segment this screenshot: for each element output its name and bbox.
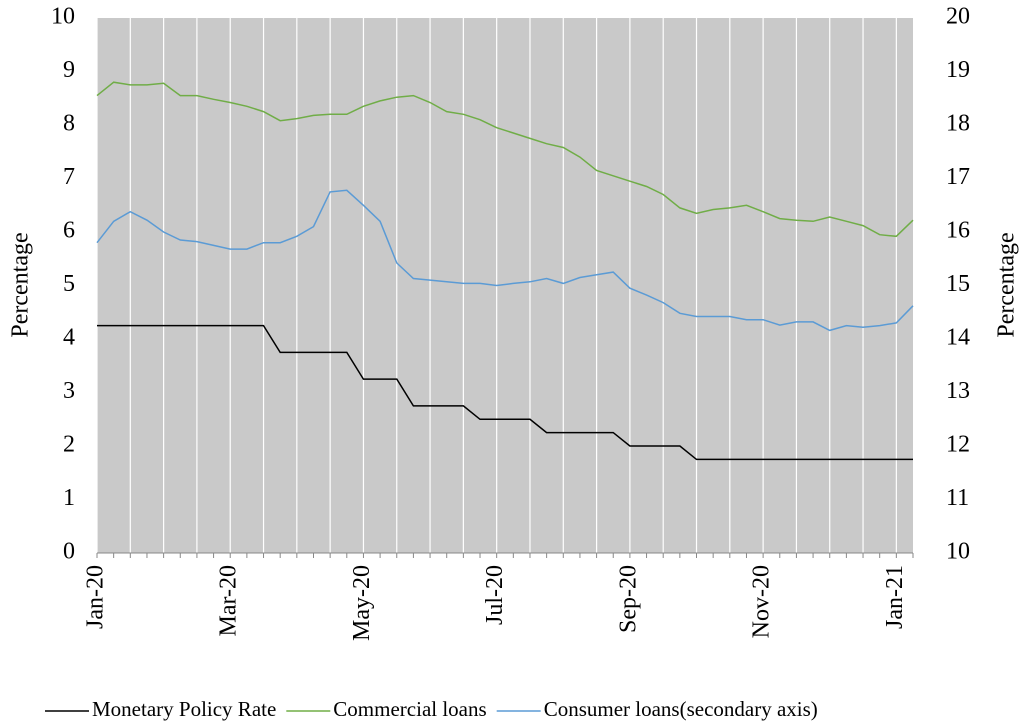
x-tick-label: May-20	[349, 565, 375, 641]
y2-tick-label: 18	[946, 111, 970, 137]
y-axis-title: Percentage	[8, 232, 34, 337]
y2-tick-label: 14	[946, 325, 970, 351]
y2-tick-label: 11	[946, 485, 969, 511]
plot-area	[97, 18, 913, 553]
y-tick-label: 7	[63, 164, 75, 190]
series-line	[97, 324, 913, 461]
x-tick-label: Sep-20	[615, 565, 641, 633]
x-tick-label: Jan-20	[83, 565, 109, 629]
x-tick-label: Jan-21	[882, 565, 908, 629]
y-tick-label: 10	[51, 4, 75, 30]
y-tick-label: 4	[63, 325, 75, 351]
y2-tick-label: 17	[946, 164, 970, 190]
y2-tick-label: 16	[946, 218, 970, 244]
y-tick-label: 5	[63, 271, 75, 297]
legend-label: Commercial loans	[333, 697, 486, 721]
y-tick-label: 3	[63, 378, 75, 404]
y2-tick-label: 13	[946, 378, 970, 404]
y2-tick-label: 19	[946, 57, 970, 83]
y-tick-label: 2	[63, 432, 75, 458]
y-tick-label: 1	[63, 485, 75, 511]
series-line	[96, 81, 914, 238]
y2-axis-title: Percentage	[994, 232, 1020, 337]
x-tick-label: Jul-20	[482, 565, 508, 625]
y2-tick-label: 15	[946, 271, 970, 297]
legend-label: Monetary Policy Rate	[92, 697, 276, 721]
legend: Monetary Policy Rate Commercial loans Cons…	[45, 697, 818, 721]
y-tick-label: 8	[63, 111, 75, 137]
y-tick-label: 0	[63, 539, 75, 565]
y2-tick-label: 20	[946, 4, 970, 30]
y-tick-label: 6	[63, 218, 75, 244]
y-tick-label: 9	[63, 57, 75, 83]
x-tick-label: Nov-20	[749, 565, 775, 638]
y2-tick-label: 10	[946, 539, 970, 565]
x-tick-label: Mar-20	[216, 565, 242, 637]
series-line	[96, 189, 914, 332]
y2-tick-label: 12	[946, 432, 970, 458]
legend-label: Consumer loans(secondary axis)	[544, 697, 818, 721]
